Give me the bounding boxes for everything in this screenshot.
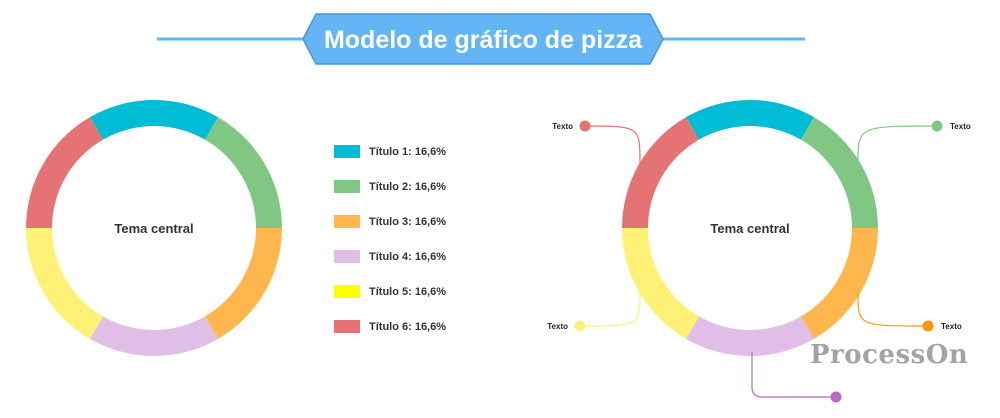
callout-dot (922, 320, 934, 332)
donut-slice-5 (622, 228, 699, 339)
callout-line (857, 125, 938, 165)
callout-label: Texto (547, 322, 568, 331)
legend-swatch (334, 320, 360, 333)
center-label: Tema central (114, 221, 193, 236)
donut-slice-3 (801, 228, 878, 339)
legend-swatch (334, 215, 360, 228)
legend-item-6: Título 6: 16,6% (334, 309, 446, 344)
donut-slice-6 (622, 117, 699, 228)
callout-dot (579, 120, 591, 132)
callout-3: Texto (857, 292, 962, 332)
callout-4: Texto (547, 292, 641, 332)
donut-slice-1 (686, 100, 814, 140)
legend-label: Título 4: 16,6% (369, 250, 447, 263)
legend-swatch (334, 145, 360, 158)
center-label: Tema central (710, 221, 789, 236)
callout-dot (931, 120, 943, 132)
legend-label: Título 5: 16,6% (369, 285, 447, 298)
legend-label: Título 2: 16,6% (369, 180, 447, 193)
donut-slice-2 (205, 117, 282, 228)
callout-line (857, 292, 929, 327)
donut-slice-4 (90, 316, 218, 356)
callout-label: Texto (552, 122, 573, 131)
callout-1: Texto (552, 120, 641, 165)
callout-5 (751, 352, 842, 403)
title-banner-shape (302, 13, 664, 65)
legend-swatch (334, 285, 360, 298)
chart-title: Modelo de gráfico de pizza (324, 26, 643, 54)
callout-2: Texto (857, 120, 971, 165)
legend-item-3: Título 3: 16,6% (334, 204, 446, 239)
donut-slice-1 (90, 100, 218, 140)
donut-slice-5 (26, 228, 103, 339)
callout-dot (574, 320, 586, 332)
donut-slice-3 (205, 228, 282, 339)
donut-chart-2: Tema central Texto Texto Texto Texto (547, 100, 971, 403)
legend-swatch (334, 250, 360, 263)
donut-slice-4 (686, 316, 814, 356)
legend-label: Título 1: 16,6% (369, 145, 447, 158)
legend-item-4: Título 4: 16,6% (334, 239, 446, 274)
legend-item-1: Título 1: 16,6% (334, 134, 446, 169)
legend-swatch (334, 180, 360, 193)
legend: Título 1: 16,6% Título 2: 16,6% Título 3: … (334, 134, 446, 344)
watermark-logo: ProcessOn (810, 340, 969, 370)
title-banner: Modelo de gráfico de pizza (157, 13, 805, 65)
callout-line (579, 292, 641, 327)
donut-slice-6 (26, 117, 103, 228)
legend-item-5: Título 5: 16,6% (334, 274, 446, 309)
legend-item-2: Título 2: 16,6% (334, 169, 446, 204)
donut-chart-1: Tema central (26, 100, 282, 356)
callout-line (751, 352, 836, 398)
callout-dot (830, 391, 842, 403)
legend-label: Título 3: 16,6% (369, 215, 447, 228)
callout-label: Texto (941, 322, 962, 331)
callout-line (584, 125, 641, 165)
callout-label: Texto (950, 122, 971, 131)
legend-label: Título 6: 16,6% (369, 320, 447, 333)
donut-slice-2 (801, 117, 878, 228)
